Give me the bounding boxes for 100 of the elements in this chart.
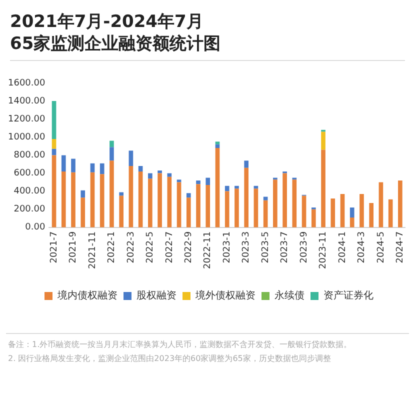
legend-label: 境外债权融资 [194,290,256,302]
y-tick-label: 600.00 [14,168,46,179]
bar [215,142,220,144]
bar [148,173,152,179]
bar [90,172,95,228]
bar [234,188,239,228]
x-tick-label: 2023-3 [242,231,252,264]
bar [110,160,114,228]
bar [71,158,76,172]
bar [224,191,230,228]
bar [158,170,162,174]
bar [311,209,316,228]
bar [80,190,86,198]
bar [90,163,95,172]
y-tick-label: 800.00 [14,150,46,161]
text: 备注：1.外币融资统一按当月月末汇率换算为人民币，监测数据不含开发贷、一般银行贷款数据。 [8,339,352,350]
bar [100,174,104,228]
bar [100,163,104,174]
bar [398,180,402,228]
bar [321,132,326,150]
bar [282,173,287,228]
x-tick-label: 2023-9 [299,231,310,264]
legend-label: 境内债权融资 [56,290,118,302]
chart-subtitle: 65家监测企业融资额统计图 [10,34,221,54]
x-tick-label: 2023-7 [280,231,290,264]
y-tick-label: 1600.00 [8,78,46,88]
bar [244,160,248,168]
bar [186,193,191,198]
x-tick-label: 2024-3 [357,231,368,264]
bar [273,180,278,228]
x-tick-label: 2024-5 [376,231,386,264]
bar [148,178,152,228]
legend-label: 永续债 [274,290,304,302]
x-tick-label: 2022-7 [164,231,175,264]
bar [138,166,143,172]
x-tick-label: 2023-5 [260,231,271,264]
bar [119,196,124,228]
x-tick-label: 2024-7 [396,231,406,264]
bar [176,180,182,182]
bar [350,208,354,218]
bar [292,180,297,228]
x-tick-label: 2021-11 [88,231,98,270]
bar [234,186,239,189]
bar [176,182,182,228]
bar [196,184,200,228]
bar [119,192,124,196]
bar [340,194,345,228]
x-tick-label: 2021-9 [68,231,79,264]
bar [330,198,336,228]
bar [52,101,56,139]
bar [61,155,66,172]
bar [167,176,172,228]
bar [167,173,172,177]
y-tick-label: 400.00 [14,186,46,197]
chart-title: 2021年7月-2024年7月 [10,12,204,32]
x-tick-label: 2022-1 [107,231,118,264]
bar [254,188,258,228]
bar [52,138,56,149]
bar [302,196,306,228]
bar [71,172,76,228]
x-tick-label: 2024-1 [338,231,348,264]
y-tick-label: 1400.00 [8,96,46,106]
bar [196,180,200,184]
bar [244,168,248,228]
y-tick-label: 1200.00 [8,114,46,124]
x-tick-label: 2021-7 [49,231,60,264]
bar [350,217,354,228]
bar [52,155,56,228]
x-tick-label: 2022-3 [126,231,136,264]
bar [369,203,374,228]
y-tick-label: 1000.00 [8,132,46,142]
x-tick-label: 2023-1 [222,231,232,264]
legend-label: 资产证券化 [324,290,374,302]
legend-label: 股权融资 [136,290,176,302]
bar [128,150,134,166]
bar [110,140,114,148]
bar [158,173,162,228]
text: 2. 因行业格局发生变化，监测企业范围由2023年的60家调整为65家，历史数据也同步调整 [8,353,331,364]
x-tick-label: 2022-5 [146,231,156,264]
x-tick-label: 2022-9 [184,231,194,264]
bar [263,200,268,228]
x-tick-label: 2023-11 [318,231,329,270]
bar [360,194,364,228]
bar [263,196,268,200]
y-tick-label: 0.00 [25,222,46,233]
bar [206,184,210,228]
bar [128,166,134,228]
bar [186,198,191,228]
bar [215,144,220,148]
bar [110,147,114,161]
bar [61,171,66,228]
bar [206,178,210,185]
y-tick-label: 200.00 [14,204,46,215]
bar [138,171,143,228]
bar [80,198,86,228]
bar [224,186,230,192]
bar [378,182,384,228]
bar [388,199,393,228]
bar [321,150,326,228]
x-tick-label: 2022-11 [203,231,214,270]
